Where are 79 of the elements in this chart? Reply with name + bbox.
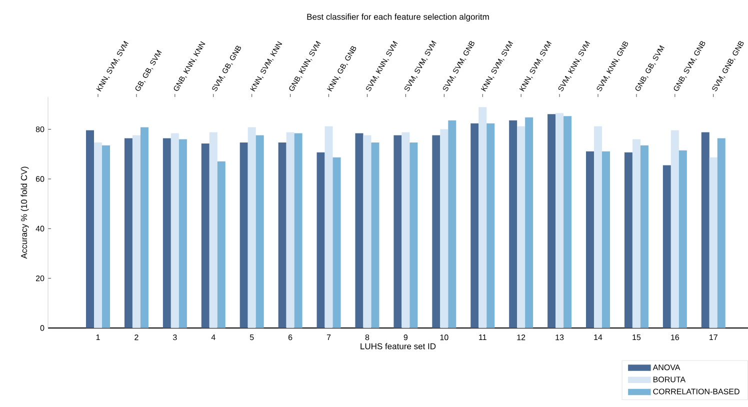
bar: [102, 145, 110, 328]
bar: [717, 138, 726, 328]
bar: [209, 132, 218, 328]
bar: [448, 120, 456, 328]
bar: [286, 132, 294, 328]
x-tick-label: 6: [288, 334, 292, 340]
bar: [294, 133, 302, 328]
bar: [640, 145, 648, 328]
bar: [170, 133, 179, 328]
bar: [86, 130, 94, 328]
bar: [132, 135, 140, 328]
bar: [586, 151, 594, 328]
x-tick-label: 2: [134, 334, 138, 340]
x-tick-label: 10: [440, 334, 448, 340]
bar: [670, 130, 679, 328]
bar: [248, 127, 256, 328]
bar: [556, 113, 564, 328]
bar: [410, 142, 418, 328]
bar: [240, 142, 248, 328]
legend-label: BORUTA: [653, 376, 686, 382]
bar: [602, 151, 610, 328]
bar: [478, 107, 487, 328]
x-tick-label: 16: [671, 334, 680, 340]
bar: [662, 165, 671, 328]
x-tick-label: 4: [211, 334, 216, 340]
bar: [564, 116, 572, 328]
bar: [217, 161, 226, 328]
bar: [470, 123, 479, 328]
x-axis-title: LUHS feature set ID: [360, 343, 436, 350]
bar: [402, 132, 410, 328]
y-tick-label: 80: [36, 126, 44, 132]
bar: [140, 127, 148, 328]
bar: [517, 126, 526, 328]
bar: [162, 138, 171, 328]
bar: [256, 135, 264, 328]
bar: [432, 135, 440, 328]
bar: [363, 135, 372, 328]
bar: [486, 123, 495, 328]
y-tick-label: 20: [36, 275, 44, 282]
x-tick-label: 17: [710, 334, 718, 340]
bar: [316, 152, 325, 328]
bar: [632, 139, 640, 328]
y-tick-label: 0: [40, 325, 44, 331]
bar: [394, 135, 402, 328]
legend-label: ANOVA: [652, 364, 680, 370]
bar: [678, 150, 687, 328]
bar: [624, 152, 632, 328]
bar: [324, 126, 333, 328]
bar: [509, 120, 518, 328]
bar: [355, 133, 364, 328]
bar: [201, 143, 210, 328]
bar: [548, 114, 556, 328]
x-tick-label: 7: [326, 334, 331, 340]
x-tick-label: 13: [556, 334, 564, 340]
bar: [332, 157, 341, 328]
legend-label: CORRELATION-BASED: [653, 388, 740, 394]
y-tick-label: 40: [36, 226, 44, 232]
x-tick-label: 11: [479, 334, 486, 340]
x-tick-label: 12: [517, 334, 526, 340]
x-tick-label: 8: [365, 334, 370, 340]
x-tick-label: 14: [594, 334, 602, 340]
chart-title: Best classifier for each feature selection algoritm: [307, 14, 489, 22]
bar: [701, 132, 710, 328]
y-tick-label: 60: [36, 176, 44, 182]
bar: [124, 138, 132, 328]
bar: [709, 157, 718, 328]
x-tick-label: 9: [404, 334, 408, 340]
y-axis-title: Accuracy % (10 fold CV): [20, 166, 29, 259]
bar: [94, 142, 102, 328]
x-tick-label: 3: [173, 334, 177, 340]
bar: [440, 129, 448, 328]
bar: [278, 142, 286, 328]
x-tick-label: 1: [96, 334, 100, 340]
bar: [525, 117, 534, 328]
bar: [371, 142, 380, 328]
x-tick-label: 15: [632, 334, 641, 340]
bar: [178, 139, 187, 328]
bar: [594, 126, 602, 328]
x-tick-label: 5: [250, 334, 254, 340]
